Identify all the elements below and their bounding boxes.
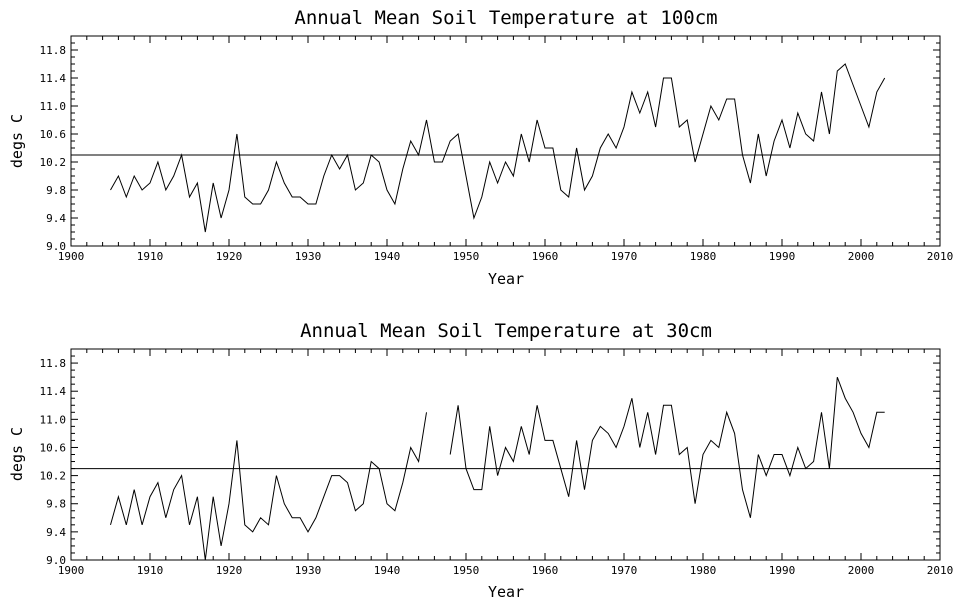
x-tick-label: 1940 [374,564,401,577]
y-tick-label: 11.0 [40,413,67,426]
x-tick-label: 2010 [927,564,954,577]
y-tick-label: 10.2 [40,470,67,483]
y-tick-label: 9.0 [46,554,66,567]
chart-title: Annual Mean Soil Temperature at 30cm [300,320,712,342]
y-tick-label: 11.8 [40,44,67,57]
x-tick-label: 1920 [216,564,243,577]
y-tick-label: 9.4 [46,526,66,539]
y-tick-label: 10.6 [40,128,67,141]
x-tick-label: 2010 [927,250,954,263]
x-axis-label: Year [488,583,524,601]
x-tick-label: 2000 [848,250,875,263]
plot-frame [70,35,941,247]
x-tick-label: 2000 [848,564,875,577]
temperature-series-line [110,376,885,561]
x-tick-label: 1910 [137,564,164,577]
y-tick-label: 10.6 [40,441,67,454]
y-tick-label: 11.0 [40,100,67,113]
chart-title: Annual Mean Soil Temperature at 100cm [294,7,717,29]
y-tick-label: 11.8 [40,357,67,370]
x-tick-label: 1910 [137,250,164,263]
x-tick-label: 1970 [611,250,638,263]
x-tick-label: 1950 [453,250,480,263]
y-axis-label: degs C [8,427,26,481]
x-tick-label: 1980 [690,250,717,263]
x-axis-label: Year [488,270,524,288]
y-tick-label: 11.4 [40,385,67,398]
chart-panel-30cm: Annual Mean Soil Temperature at 30cm Yea… [8,320,953,601]
x-tick-label: 1930 [295,250,322,263]
y-tick-label: 10.2 [40,156,67,169]
x-tick-label: 1930 [295,564,322,577]
y-tick-label: 9.0 [46,240,66,253]
x-tick-label: 1960 [532,564,559,577]
x-tick-label: 1920 [216,250,243,263]
y-tick-label: 9.4 [46,212,66,225]
x-tick-label: 1960 [532,250,559,263]
y-tick-label: 9.8 [46,184,66,197]
x-tick-label: 1970 [611,564,638,577]
y-axis-label: degs C [8,114,26,168]
x-tick-label: 1940 [374,250,401,263]
x-tick-label: 1980 [690,564,717,577]
x-tick-label: 1990 [769,250,796,263]
x-tick-label: 1900 [58,250,85,263]
x-tick-label: 1900 [58,564,85,577]
chart-panel-100cm: Annual Mean Soil Temperature at 100cm Ye… [8,7,953,288]
y-tick-label: 11.4 [40,72,67,85]
temperature-series-line [110,63,886,233]
x-tick-label: 1990 [769,564,796,577]
y-tick-label: 9.8 [46,498,66,511]
x-tick-label: 1950 [453,564,480,577]
